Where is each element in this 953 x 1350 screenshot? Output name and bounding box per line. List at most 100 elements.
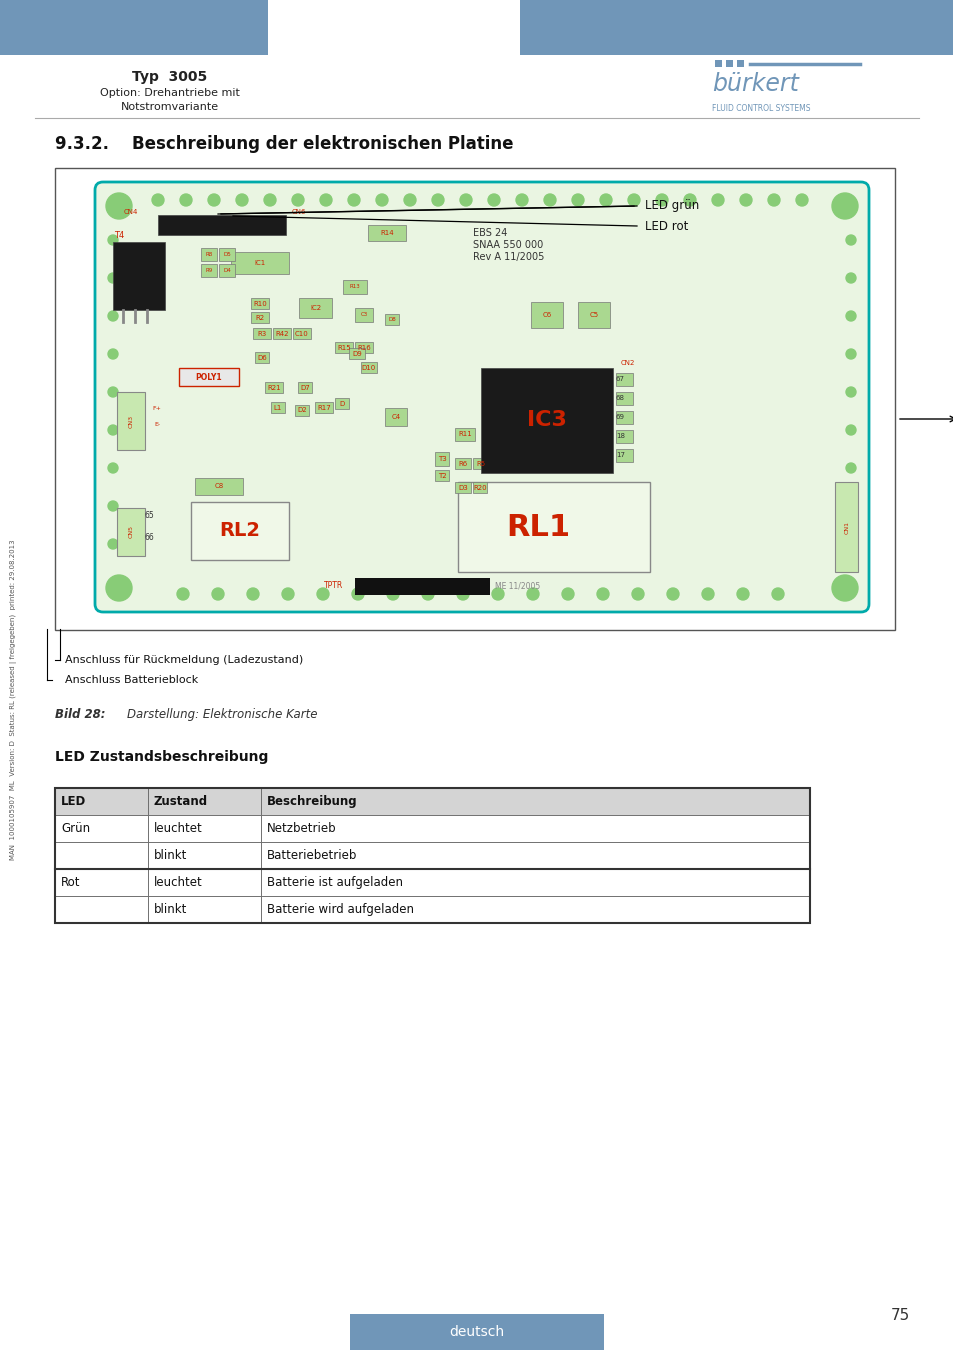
Circle shape <box>845 350 855 359</box>
Circle shape <box>845 387 855 397</box>
Text: LED rot: LED rot <box>644 220 688 232</box>
FancyBboxPatch shape <box>737 59 743 68</box>
FancyBboxPatch shape <box>179 369 239 386</box>
Text: 66: 66 <box>144 533 153 543</box>
Circle shape <box>627 194 639 207</box>
Circle shape <box>108 273 118 284</box>
FancyBboxPatch shape <box>314 402 333 413</box>
Text: Typ  3005: Typ 3005 <box>132 70 208 84</box>
FancyBboxPatch shape <box>335 342 353 352</box>
Circle shape <box>247 589 258 599</box>
Circle shape <box>543 194 556 207</box>
Text: Beschreibung: Beschreibung <box>267 795 357 809</box>
Text: D8: D8 <box>388 317 395 323</box>
Circle shape <box>208 194 220 207</box>
FancyBboxPatch shape <box>435 470 449 481</box>
FancyBboxPatch shape <box>201 248 216 261</box>
Text: T2: T2 <box>437 472 446 478</box>
Text: C6: C6 <box>542 312 551 319</box>
Text: 68: 68 <box>616 396 624 401</box>
FancyBboxPatch shape <box>191 502 289 560</box>
FancyBboxPatch shape <box>148 896 261 923</box>
FancyBboxPatch shape <box>343 279 367 294</box>
FancyBboxPatch shape <box>95 182 868 612</box>
Text: Rev A 11/2005: Rev A 11/2005 <box>473 252 544 262</box>
Text: D9: D9 <box>352 351 361 356</box>
FancyBboxPatch shape <box>55 167 894 630</box>
FancyBboxPatch shape <box>117 392 145 450</box>
Circle shape <box>737 589 748 599</box>
FancyBboxPatch shape <box>355 342 373 352</box>
Text: Zustand: Zustand <box>153 795 208 809</box>
Text: R21: R21 <box>267 385 280 390</box>
Text: CN4: CN4 <box>124 209 138 215</box>
Text: R17: R17 <box>316 405 331 410</box>
FancyBboxPatch shape <box>55 815 148 842</box>
Text: SNAA 550 000: SNAA 550 000 <box>473 240 542 250</box>
Circle shape <box>845 273 855 284</box>
Circle shape <box>316 589 329 599</box>
Text: C4: C4 <box>391 414 400 420</box>
Text: T3: T3 <box>437 456 446 462</box>
Text: Batterie wird aufgeladen: Batterie wird aufgeladen <box>267 903 414 917</box>
Circle shape <box>597 589 608 599</box>
Circle shape <box>683 194 696 207</box>
Text: C3: C3 <box>360 312 367 317</box>
FancyBboxPatch shape <box>355 578 490 595</box>
Text: 9.3.2.    Beschreibung der elektronischen Platine: 9.3.2. Beschreibung der elektronischen P… <box>55 135 513 153</box>
FancyBboxPatch shape <box>265 382 283 393</box>
Circle shape <box>108 387 118 397</box>
Text: Batterie ist aufgeladen: Batterie ist aufgeladen <box>267 876 402 890</box>
Text: MAN  1000105907  ML  Version: D  Status: RL (released | freigegeben)  printed: 2: MAN 1000105907 ML Version: D Status: RL … <box>10 540 17 860</box>
Text: Anschluss für Rückmeldung (Ladezustand): Anschluss für Rückmeldung (Ladezustand) <box>65 655 303 666</box>
Circle shape <box>152 194 164 207</box>
FancyBboxPatch shape <box>273 328 291 339</box>
Text: 67: 67 <box>616 377 624 382</box>
Circle shape <box>845 463 855 472</box>
Circle shape <box>845 310 855 321</box>
Text: 18: 18 <box>616 433 624 439</box>
FancyBboxPatch shape <box>293 328 311 339</box>
Text: POLY1: POLY1 <box>195 373 222 382</box>
Text: deutsch: deutsch <box>449 1324 504 1339</box>
Text: Darstellung: Elektronische Karte: Darstellung: Elektronische Karte <box>127 707 317 721</box>
Text: 75: 75 <box>889 1308 908 1323</box>
Text: RL1: RL1 <box>505 513 570 541</box>
Text: F+: F+ <box>152 405 161 410</box>
Circle shape <box>264 194 275 207</box>
Circle shape <box>212 589 224 599</box>
FancyBboxPatch shape <box>350 1314 603 1350</box>
FancyBboxPatch shape <box>148 815 261 842</box>
Text: R2: R2 <box>255 315 264 320</box>
FancyBboxPatch shape <box>219 248 234 261</box>
Circle shape <box>845 235 855 244</box>
FancyBboxPatch shape <box>616 450 633 462</box>
Text: CN6: CN6 <box>292 209 306 215</box>
FancyBboxPatch shape <box>231 252 289 274</box>
Circle shape <box>108 501 118 512</box>
Circle shape <box>767 194 780 207</box>
Text: LED grün: LED grün <box>644 200 699 212</box>
FancyBboxPatch shape <box>251 298 269 309</box>
Text: CN1: CN1 <box>843 521 848 533</box>
Text: C10: C10 <box>294 331 309 336</box>
Text: D2: D2 <box>297 408 307 413</box>
Circle shape <box>740 194 751 207</box>
Circle shape <box>108 235 118 244</box>
FancyBboxPatch shape <box>335 398 349 409</box>
Text: R9: R9 <box>205 269 213 273</box>
Text: ME 11/2005: ME 11/2005 <box>495 582 539 590</box>
Text: 65: 65 <box>144 510 153 520</box>
Circle shape <box>561 589 574 599</box>
Circle shape <box>526 589 538 599</box>
FancyBboxPatch shape <box>261 842 809 869</box>
Circle shape <box>701 589 713 599</box>
Text: D6: D6 <box>257 355 267 360</box>
Text: R3: R3 <box>257 331 266 336</box>
FancyBboxPatch shape <box>148 842 261 869</box>
Text: leuchtet: leuchtet <box>153 876 203 890</box>
FancyBboxPatch shape <box>271 402 285 413</box>
FancyBboxPatch shape <box>725 59 732 68</box>
FancyBboxPatch shape <box>298 298 332 319</box>
FancyBboxPatch shape <box>112 242 165 310</box>
